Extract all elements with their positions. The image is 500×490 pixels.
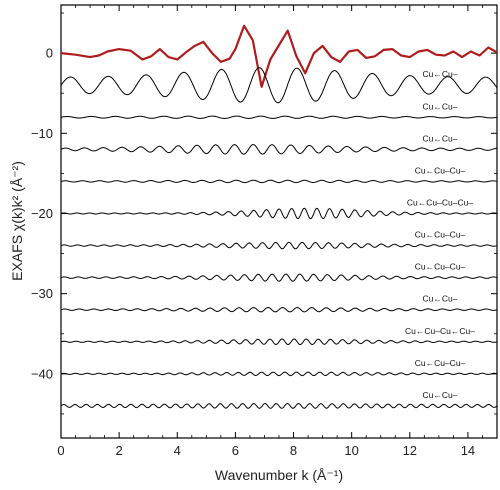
y-tick-label: −20 (31, 206, 53, 221)
x-tick-label: 4 (174, 443, 181, 458)
x-tick-label: 10 (344, 443, 358, 458)
path-trace-line (60, 144, 498, 155)
path-label: Cu←Cu– (423, 133, 458, 143)
path-label: Cu←Cu– (423, 101, 458, 111)
path-label: Cu←Cu–Cu– (415, 358, 466, 368)
path-trace-line (60, 273, 498, 282)
path-label: Cu←Cu–Cu– (415, 165, 466, 175)
path-trace-line (60, 402, 498, 409)
x-tick-label: 14 (461, 443, 475, 458)
path-trace-line (60, 115, 498, 120)
series-group (60, 24, 498, 409)
axis-ticks: 0 2 4 6 8 10 12 14 0 −10 −20 −30 −40 (31, 5, 498, 458)
path-trace-line (60, 371, 498, 377)
x-tick-label: 0 (57, 443, 64, 458)
x-tick-label: 12 (403, 443, 417, 458)
path-label: Cu←Cu–Cu–Cu– (407, 197, 473, 207)
y-axis-title: EXAFS χ(k)k² (Å⁻²) (9, 161, 25, 281)
y-tick-label: 0 (46, 46, 53, 61)
y-tick-label: −40 (31, 366, 53, 381)
path-trace-line (60, 306, 498, 313)
path-label: Cu←Cu–Cu– (415, 262, 466, 272)
path-label: Cu←Cu– (423, 390, 458, 400)
x-tick-label: 8 (290, 443, 297, 458)
x-tick-label: 6 (232, 443, 239, 458)
y-tick-label: −10 (31, 126, 53, 141)
path-trace-line (60, 179, 498, 184)
y-tick-label: −30 (31, 286, 53, 301)
x-tick-label: 2 (116, 443, 123, 458)
path-label: Cu←Cu–Cu←Cu– (405, 326, 475, 336)
top-trace-line (60, 24, 498, 88)
path-trace-line (60, 241, 498, 250)
series-labels: Cu←Cu–Cu←Cu–Cu←Cu–Cu←Cu–Cu–Cu←Cu–Cu–Cu–C… (405, 69, 475, 400)
path-label: Cu←Cu– (423, 69, 458, 79)
path-label: Cu←Cu–Cu– (415, 230, 466, 240)
x-axis-title: Wavenumber k (Å⁻¹) (215, 467, 343, 483)
path-label: Cu←Cu– (423, 294, 458, 304)
path-trace-line (60, 338, 498, 346)
path-trace-line (60, 207, 498, 220)
path-trace-line (60, 67, 498, 104)
